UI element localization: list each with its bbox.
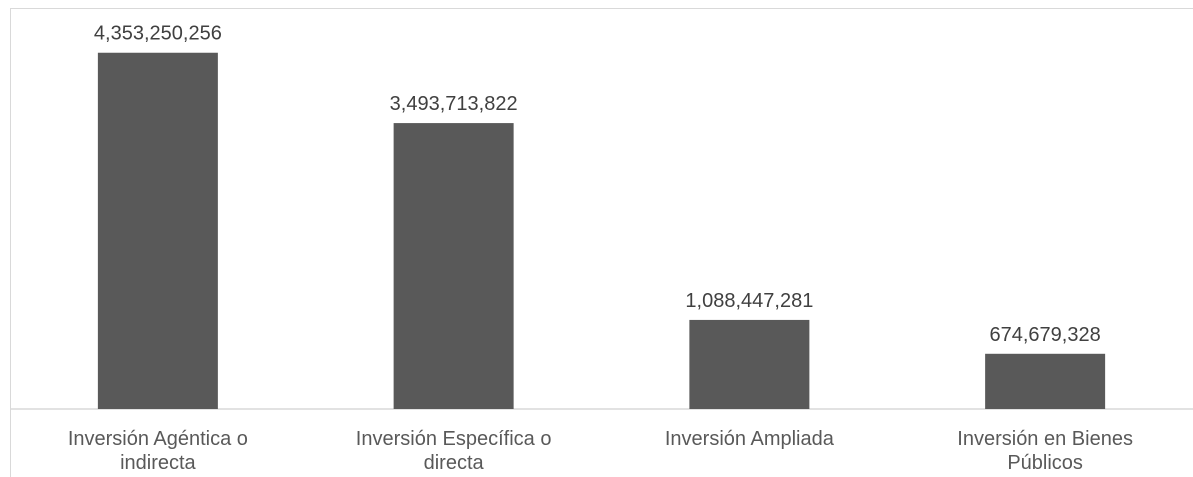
category-label-4-line-2: Públicos — [1007, 452, 1083, 474]
chart-frame — [10, 8, 1193, 477]
value-labels-group: 4,353,250,256 3,493,713,822 1,088,447,281 6… — [94, 23, 1101, 346]
category-label-1-line-2: indirecta — [120, 452, 196, 474]
value-label-1: 4,353,250,256 — [94, 23, 222, 45]
value-label-3: 1,088,447,281 — [685, 290, 813, 312]
bar-3 — [689, 319, 810, 409]
value-label-4: 674,679,328 — [990, 324, 1101, 346]
bars-group — [97, 52, 1106, 410]
category-label-2-line-2: directa — [424, 452, 485, 474]
category-label-3-line-1: Inversión Ampliada — [665, 428, 835, 450]
bar-1 — [97, 52, 218, 410]
bar-2 — [393, 123, 514, 409]
category-label-4-line-1: Inversión en Bienes — [957, 428, 1133, 450]
bar-4 — [985, 353, 1106, 409]
value-label-2: 3,493,713,822 — [390, 93, 518, 115]
category-label-1-line-1: Inversión Agéntica o — [68, 428, 248, 450]
category-label-2-line-1: Inversión Específica o — [356, 428, 552, 450]
